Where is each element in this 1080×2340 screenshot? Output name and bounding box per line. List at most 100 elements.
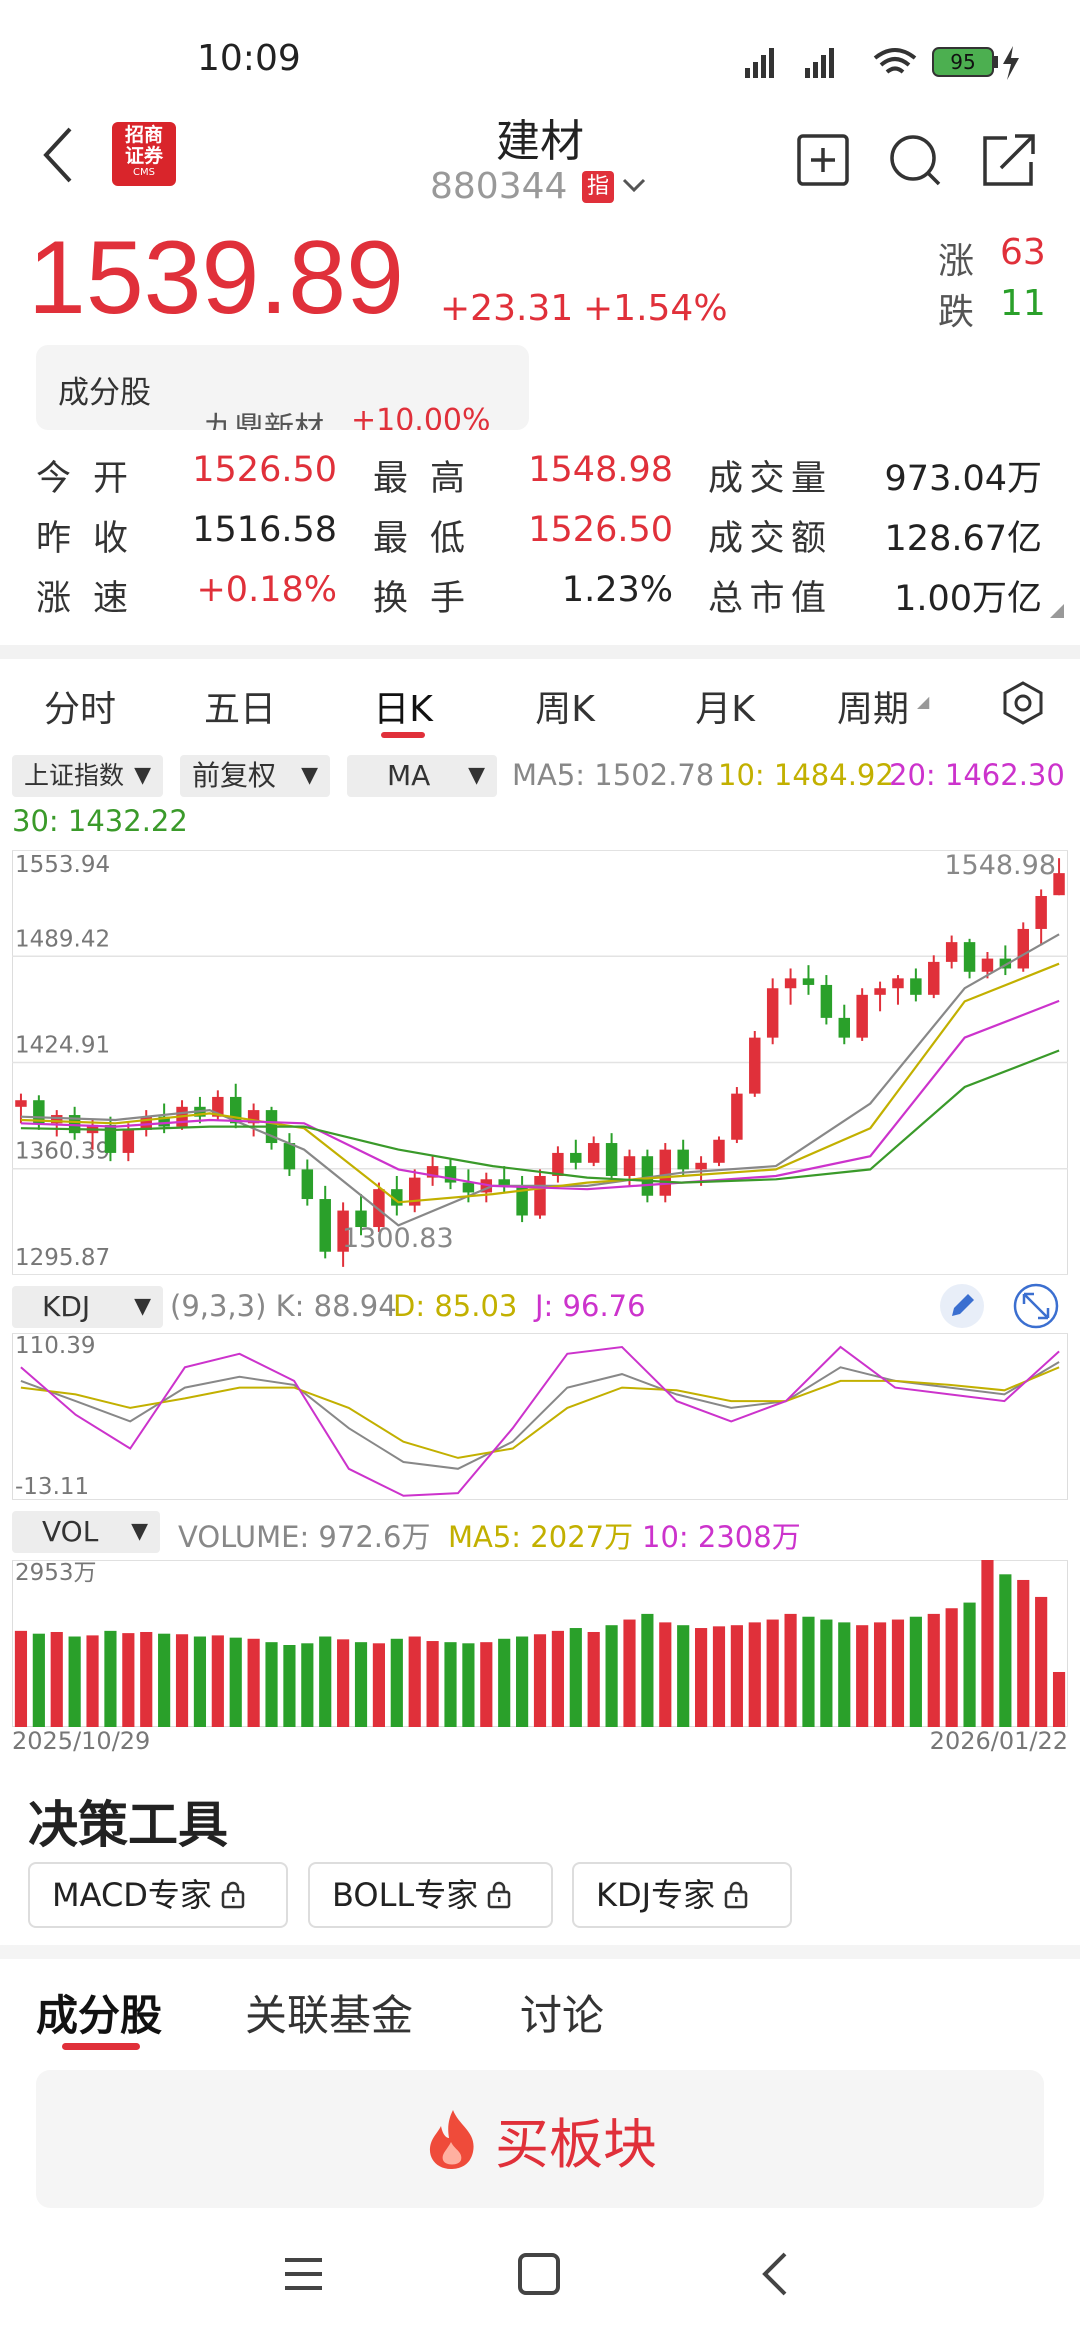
tool-button[interactable]: BOLL专家 [308, 1862, 553, 1928]
volume-bar [856, 1625, 869, 1727]
ma-legend: 10: 1484.92 [718, 758, 894, 792]
battery-level: 95 [950, 50, 975, 74]
control-label: 上证指数 [24, 761, 125, 790]
ticker-change: +10.00% [351, 403, 491, 430]
candle-body [319, 1199, 331, 1252]
volume-bar [1052, 1671, 1066, 1727]
y-tick-label: 1295.87 [15, 1245, 110, 1271]
candle-body [534, 1175, 546, 1216]
volume-bar [265, 1642, 278, 1727]
section-tab[interactable]: 讨论 [520, 1991, 605, 2040]
lock-icon [488, 1881, 511, 1909]
vol-dropdown[interactable]: VOL ▼ [12, 1511, 160, 1553]
kdj-legend: (9,3,3) K: 88.94 [170, 1289, 397, 1323]
nav-bar [285, 2252, 787, 2296]
volume-bar [319, 1636, 332, 1727]
back-button[interactable] [40, 125, 80, 185]
volume-bar [641, 1613, 654, 1727]
candle-body [552, 1152, 564, 1176]
section-tab[interactable]: 关联基金 [245, 1991, 414, 2040]
lock-icon [221, 1881, 245, 1909]
expand-corner[interactable] [1048, 602, 1066, 620]
add-button[interactable] [797, 134, 849, 186]
chart-tab[interactable]: 周期 [836, 689, 909, 730]
volume-bar [372, 1643, 386, 1727]
candle-body [981, 958, 994, 972]
volume-bar [587, 1631, 600, 1727]
volume-bar [408, 1636, 421, 1727]
volume-bar [444, 1642, 457, 1727]
start-date: 2025/10/29 [12, 1727, 151, 1755]
candle-body [731, 1093, 743, 1140]
page-title: 建材 [496, 116, 584, 167]
menu-button[interactable] [285, 2258, 322, 2290]
index-badge: 指 [582, 171, 614, 203]
stat-label: 今 开 [36, 459, 128, 499]
volume-bar [32, 1633, 45, 1727]
candle-body [140, 1116, 152, 1130]
kdj-dropdown[interactable]: KDJ ▼ [12, 1286, 163, 1328]
stat-value: +0.18% [196, 570, 337, 610]
volume-bar [426, 1641, 439, 1727]
period-caret: ◢ [917, 692, 930, 711]
constituents-card[interactable]: 成分股 九鼎新材 +10.00% [36, 345, 529, 430]
volume-bar [766, 1619, 779, 1727]
volume-bar [891, 1619, 905, 1727]
volume-bar [104, 1630, 117, 1727]
chart-tab[interactable]: 月K [695, 689, 755, 730]
stat-value: 1.00万亿 [894, 579, 1042, 619]
buy-button[interactable]: 买板块 [36, 2070, 1044, 2208]
candle-body [158, 1116, 170, 1127]
chart-tab[interactable]: 分时 [43, 689, 116, 730]
candle-body [15, 1100, 27, 1107]
logo-line: 招商 [124, 124, 163, 146]
candle-body [945, 942, 958, 962]
fullscreen-button[interactable] [1013, 1283, 1059, 1329]
candle-body [856, 994, 868, 1038]
tool-button[interactable]: KDJ专家 [572, 1862, 792, 1928]
back-nav-button[interactable] [762, 2252, 787, 2296]
candle-body [355, 1210, 367, 1228]
indicator-dropdown[interactable]: MA ▼ [347, 755, 497, 797]
ma-line [20, 933, 1060, 1227]
volume-bar [50, 1631, 63, 1727]
y-tick-label: 1424.91 [15, 1032, 110, 1058]
vol-legend: 10: 2308万 [642, 1520, 801, 1554]
volume-bar [694, 1628, 708, 1727]
share-button[interactable] [983, 136, 1033, 186]
tool-button[interactable]: MACD专家 [28, 1862, 288, 1928]
candle-body [1035, 896, 1047, 929]
candle-body [659, 1149, 672, 1196]
chart-tab[interactable]: 五日 [203, 689, 276, 730]
control-label: MA [387, 759, 431, 792]
code-dropdown[interactable] [620, 175, 648, 195]
kdj-legend: J: 96.76 [535, 1289, 646, 1323]
volume-bar [158, 1633, 171, 1727]
candle-body [462, 1182, 475, 1193]
ma-line [20, 962, 1060, 1204]
home-button[interactable] [518, 2253, 560, 2295]
volume-bar [301, 1643, 314, 1727]
settings-button[interactable] [1000, 680, 1046, 726]
stat-label: 成交额 [708, 519, 826, 559]
volume-bar [229, 1637, 242, 1727]
candle-body [212, 1096, 224, 1117]
chart-tab[interactable]: 周K [535, 689, 595, 730]
adjust-dropdown[interactable]: 前复权 ▼ [180, 755, 330, 797]
index-dropdown[interactable]: 上证指数 ▼ [12, 755, 163, 797]
candle-body [641, 1156, 654, 1196]
candle-body [963, 942, 976, 972]
stat-label: 最 高 [373, 459, 465, 499]
volume-bar [1035, 1596, 1048, 1727]
volume-chart: 2953万 [12, 1560, 1068, 1727]
candle-body [570, 1152, 582, 1163]
vol-legend: VOLUME: 972.6万 [178, 1520, 431, 1554]
section-tab[interactable]: 成分股 [36, 1991, 163, 2040]
chart-tab[interactable]: 日K [373, 689, 433, 730]
volume-bar [748, 1622, 761, 1727]
status-time: 10:09 [197, 38, 301, 79]
volume-bar [462, 1643, 475, 1727]
candle-body [230, 1096, 242, 1124]
tools-title: 决策工具 [28, 1796, 228, 1854]
search-button[interactable] [890, 135, 936, 181]
